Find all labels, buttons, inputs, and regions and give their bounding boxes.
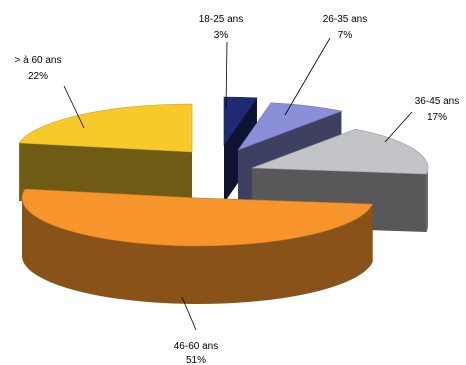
slice-value-60-ans: 22% (28, 71, 48, 82)
leader-line-36-45-ans (384, 111, 413, 143)
leader-lines (63, 37, 413, 331)
slice-18-25-ans (223, 96, 258, 146)
slice-value-36-45-ans: 17% (427, 112, 447, 123)
slice-label-60-ans: > à 60 ans (15, 55, 62, 66)
slice-60-ans (18, 103, 193, 153)
slice-label-18-25-ans: 18-25 ans (199, 14, 243, 25)
slice-value-18-25-ans: 3% (214, 30, 229, 41)
slice-36-45-ans (251, 128, 429, 175)
slice-value-46-60-ans: 51% (186, 355, 206, 365)
slice-labels: 18-25 ans 3% 26-35 ans 7% 36-45 ans 17% 46-60 … (15, 14, 460, 365)
leader-line-60-ans (63, 85, 85, 129)
slice-value-26-35-ans: 7% (338, 30, 353, 41)
slice-label-26-35-ans: 26-35 ans (323, 14, 367, 25)
leader-line-18-25-ans (225, 41, 228, 109)
slice-tops (18, 96, 429, 247)
slice-label-36-45-ans: 36-45 ans (415, 96, 459, 107)
slice-26-35-ans (237, 102, 343, 151)
leader-line-46-60-ans (181, 296, 197, 331)
slice-rim-46-60-ans (22, 198, 373, 305)
slice-label-46-60-ans: 46-60 ans (174, 341, 218, 352)
leader-line-26-35-ans (284, 37, 331, 116)
slice-rim-36-45-ans (426, 168, 428, 233)
slice-46-60-ans (21, 188, 374, 247)
